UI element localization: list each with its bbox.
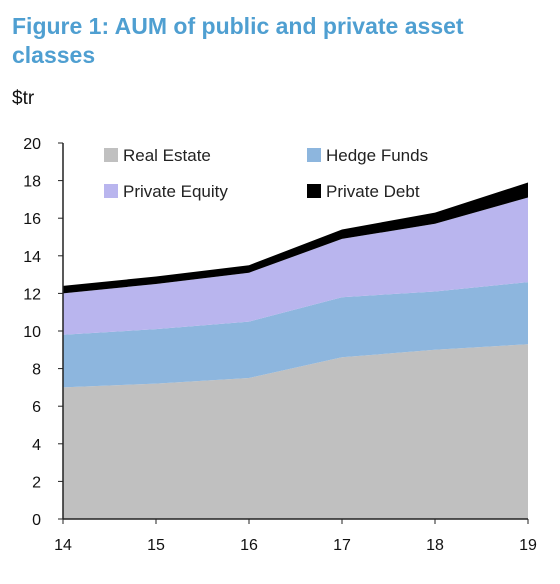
y-tick-label: 4 [32,437,41,454]
y-tick-label: 18 [23,174,41,191]
legend-label-private-equity: Private Equity [123,182,228,201]
area-private-debt [63,182,528,294]
legend-swatch-private-equity [104,184,118,198]
legend: Real Estate Hedge Funds Private Equity Priv… [104,146,428,201]
y-tick-label: 14 [23,249,41,266]
legend-swatch-real-estate [104,148,118,162]
y-tick-label: 12 [23,286,41,303]
unit-label: $tr [12,88,35,109]
x-tick-label: 17 [333,537,351,554]
series-areas [63,182,528,519]
y-tick-label: 8 [32,362,41,379]
chart-title: Figure 1: AUM of public and private asse… [12,13,464,68]
y-tick-label: 0 [32,512,41,529]
area-private-equity [63,197,528,335]
x-tick-label: 14 [54,537,72,554]
x-tick-label: 18 [426,537,444,554]
x-axis-ticks: 14 15 16 17 18 19 [54,519,537,554]
y-axis-ticks: 0 2 4 6 8 10 12 14 16 18 20 [23,136,63,529]
area-hedge-funds [63,282,528,388]
x-tick-label: 16 [240,537,258,554]
y-tick-label: 20 [23,136,41,153]
legend-swatch-private-debt [307,184,321,198]
y-tick-label: 2 [32,474,41,491]
legend-label-private-debt: Private Debt [326,182,420,201]
y-tick-label: 16 [23,211,41,228]
legend-label-real-estate: Real Estate [123,146,211,165]
y-tick-label: 6 [32,399,41,416]
x-tick-label: 15 [147,537,165,554]
legend-swatch-hedge-funds [307,148,321,162]
legend-label-hedge-funds: Hedge Funds [326,146,428,165]
x-tick-label: 19 [519,537,537,554]
y-tick-label: 10 [23,324,41,341]
area-real-estate [63,344,528,519]
